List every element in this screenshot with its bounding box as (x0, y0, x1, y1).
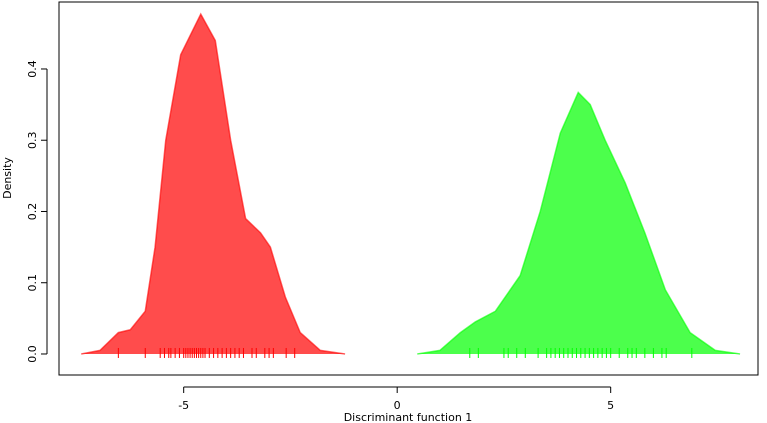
x-tick-label: 0 (394, 399, 401, 412)
density-area (81, 12, 346, 355)
x-axis-label: Discriminant function 1 (344, 411, 473, 423)
x-tick-label: 5 (607, 399, 614, 412)
y-tick-label: 0.3 (26, 131, 39, 149)
y-tick-label: 0.1 (26, 274, 39, 292)
y-tick-label: 0.4 (26, 60, 39, 78)
y-tick-label: 0.2 (26, 203, 39, 221)
density-area (417, 91, 741, 355)
y-tick-label: 0.0 (26, 345, 39, 363)
plot-frame (58, 1, 759, 376)
x-tick-label: -5 (178, 399, 189, 412)
y-axis-label: Density (1, 157, 14, 199)
